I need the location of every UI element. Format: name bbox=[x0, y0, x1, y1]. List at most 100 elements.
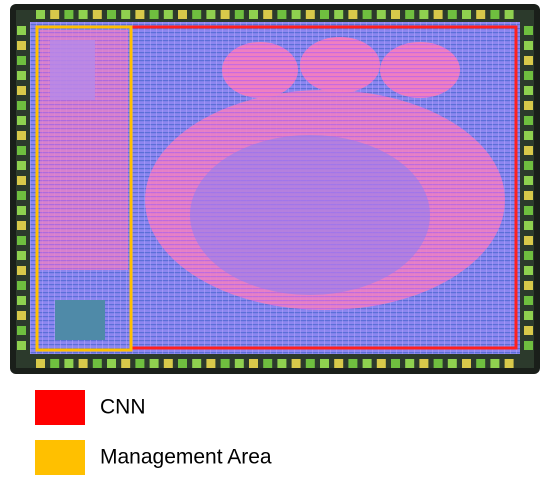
pad bbox=[305, 10, 315, 19]
pad bbox=[50, 10, 60, 19]
pad bbox=[476, 359, 486, 368]
pad bbox=[348, 359, 358, 368]
pad bbox=[107, 10, 116, 19]
pad bbox=[17, 326, 26, 335]
pad bbox=[433, 10, 443, 19]
legend-swatch bbox=[35, 390, 85, 425]
pad bbox=[78, 10, 88, 19]
pad bbox=[178, 10, 187, 19]
pad bbox=[17, 236, 26, 245]
pad bbox=[17, 311, 26, 320]
pad bbox=[17, 206, 26, 215]
pad bbox=[524, 236, 533, 245]
pad bbox=[17, 116, 26, 125]
legend-label: Management Area bbox=[100, 446, 272, 469]
pad bbox=[524, 281, 533, 290]
pad bbox=[263, 359, 273, 368]
pad bbox=[490, 359, 500, 368]
pad bbox=[320, 359, 329, 368]
pad bbox=[178, 359, 187, 368]
memory-block bbox=[50, 40, 95, 100]
pad bbox=[419, 359, 429, 368]
pad bbox=[50, 359, 60, 368]
pad bbox=[362, 359, 372, 368]
pad bbox=[334, 359, 344, 368]
pad bbox=[524, 341, 533, 350]
pad bbox=[206, 10, 216, 19]
pad bbox=[376, 359, 386, 368]
pad bbox=[376, 10, 386, 19]
pad bbox=[17, 341, 26, 350]
pad bbox=[524, 221, 533, 230]
chip-layout bbox=[10, 4, 540, 374]
pad bbox=[17, 146, 26, 155]
legend-label: CNN bbox=[100, 396, 146, 419]
pad bbox=[135, 10, 145, 19]
pad bbox=[504, 10, 514, 19]
pad bbox=[263, 10, 273, 19]
pad bbox=[277, 359, 287, 368]
pad bbox=[524, 266, 533, 275]
pad bbox=[291, 359, 301, 368]
pad bbox=[524, 56, 533, 65]
pad bbox=[149, 10, 159, 19]
pad bbox=[92, 359, 102, 368]
pad bbox=[405, 359, 415, 368]
pad bbox=[220, 359, 230, 368]
pad bbox=[17, 41, 26, 50]
pad bbox=[64, 359, 74, 368]
pad bbox=[348, 10, 358, 19]
pad bbox=[524, 206, 533, 215]
pad bbox=[17, 176, 26, 185]
pad bbox=[17, 191, 26, 200]
pad bbox=[220, 10, 230, 19]
pad bbox=[462, 359, 471, 368]
pad bbox=[524, 161, 533, 170]
management-outline bbox=[35, 25, 133, 352]
pad bbox=[17, 56, 26, 65]
pad bbox=[447, 10, 457, 19]
pad bbox=[504, 359, 514, 368]
pad bbox=[249, 10, 258, 19]
pad bbox=[524, 41, 533, 50]
dense-core bbox=[190, 135, 430, 295]
pad bbox=[17, 101, 26, 110]
pad bbox=[17, 161, 26, 170]
pad bbox=[490, 10, 500, 19]
pad bbox=[524, 326, 533, 335]
pad bbox=[17, 26, 26, 35]
pad bbox=[320, 10, 329, 19]
pad bbox=[192, 359, 202, 368]
pad bbox=[462, 10, 471, 19]
pad bbox=[17, 281, 26, 290]
pad bbox=[362, 10, 372, 19]
pad bbox=[17, 71, 26, 80]
pad bbox=[524, 191, 533, 200]
pad bbox=[121, 359, 131, 368]
pads bbox=[17, 10, 533, 368]
pad bbox=[17, 131, 26, 140]
pad bbox=[291, 10, 301, 19]
pad bbox=[419, 10, 429, 19]
pad bbox=[524, 146, 533, 155]
pad bbox=[391, 359, 400, 368]
pad bbox=[447, 359, 457, 368]
pad bbox=[135, 359, 145, 368]
memory-block bbox=[55, 300, 105, 340]
pad bbox=[36, 359, 45, 368]
logic-cluster bbox=[380, 42, 460, 98]
pad bbox=[234, 10, 244, 19]
pad bbox=[17, 296, 26, 305]
pad bbox=[391, 10, 400, 19]
pad bbox=[405, 10, 415, 19]
pad bbox=[36, 10, 45, 19]
pad bbox=[476, 10, 486, 19]
pad bbox=[334, 10, 344, 19]
pad bbox=[107, 359, 116, 368]
pad bbox=[149, 359, 159, 368]
pad bbox=[206, 359, 216, 368]
pad bbox=[249, 359, 258, 368]
pad bbox=[17, 251, 26, 260]
pad bbox=[305, 359, 315, 368]
